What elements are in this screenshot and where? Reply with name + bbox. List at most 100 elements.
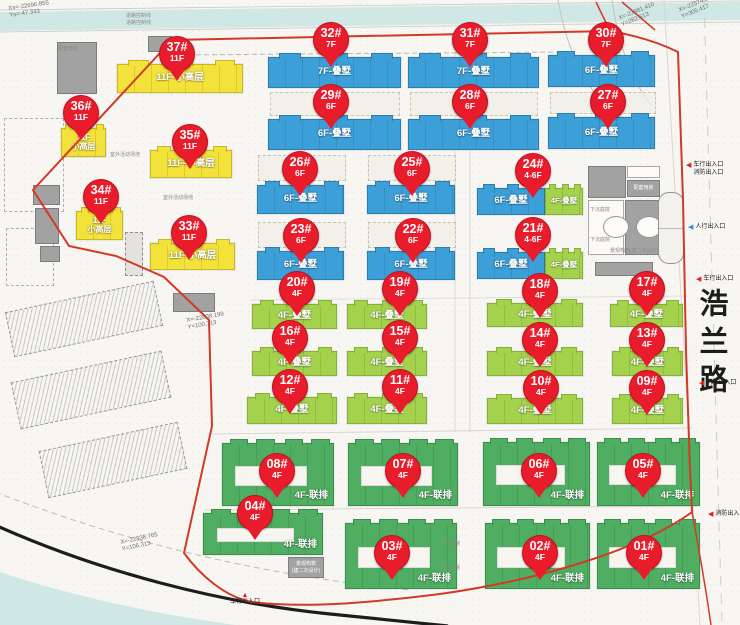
building-pin-29[interactable]: 29# 6F <box>313 84 349 120</box>
pin-floors: 4F <box>395 288 405 299</box>
building-pin-18[interactable]: 18# 4F <box>522 273 558 309</box>
building-pin-33[interactable]: 33# 11F <box>171 215 207 251</box>
pin-number: 18# <box>529 277 551 291</box>
utility-building <box>40 246 60 262</box>
entrance-text: 消防出入口 <box>715 511 740 517</box>
building-pin-19[interactable]: 19# 4F <box>382 271 418 307</box>
pin-floors: 6F <box>603 101 613 112</box>
building-bump <box>542 438 561 444</box>
building-pin-14[interactable]: 14# 4F <box>522 322 558 358</box>
building-bump <box>666 347 680 353</box>
building-pin-36[interactable]: 36# 11F <box>63 95 99 131</box>
lane-line <box>703 0 723 625</box>
building-pin-02[interactable]: 02# 4F <box>522 535 558 571</box>
building-pin-26[interactable]: 26# 6F <box>282 151 318 187</box>
building-bump <box>259 300 275 306</box>
pin-number: 34# <box>90 183 112 197</box>
building-pin-15[interactable]: 15# 4F <box>382 320 418 356</box>
map-annotation: 下沉庭院 <box>590 237 611 243</box>
building-pin-09[interactable]: 09# 4F <box>629 370 665 406</box>
building-pin-13[interactable]: 13# 4F <box>629 322 665 358</box>
pin-number: 01# <box>633 539 655 553</box>
pin-floors: 4F <box>534 470 544 481</box>
building-bump <box>557 51 576 57</box>
building-pin-10[interactable]: 10# 4F <box>523 370 559 406</box>
entrance-text: 车行出入口 <box>230 599 261 605</box>
building-bump <box>507 248 519 254</box>
building-pin-24[interactable]: 24# 4-6F <box>515 153 551 189</box>
facility-grey: 景观构筑 (建二次设计) <box>288 557 324 578</box>
building-bump <box>211 509 231 515</box>
building-pin-07[interactable]: 07# 4F <box>385 453 421 489</box>
building-bump <box>618 347 631 353</box>
building-24b[interactable]: 4F-叠墅 <box>545 184 583 215</box>
pin-floors: 11F <box>182 141 198 152</box>
building-bump <box>215 239 231 245</box>
building-bump <box>229 439 249 445</box>
building-pin-17[interactable]: 17# 4F <box>629 271 665 307</box>
building-11[interactable]: 4F-叠墅 <box>347 393 427 424</box>
pin-number: 21# <box>522 221 544 235</box>
pin-floors: 4F <box>285 337 295 348</box>
building-label: 4F-联排 <box>417 572 451 584</box>
building-bump <box>666 300 680 306</box>
pin-floors: 4F <box>638 470 648 481</box>
pin-number: 12# <box>279 373 301 387</box>
pin-number: 37# <box>166 40 188 54</box>
building-pin-11[interactable]: 11# 4F <box>382 369 418 405</box>
building-pin-30[interactable]: 30# 7F <box>588 22 624 58</box>
building-pin-06[interactable]: 06# 4F <box>521 453 557 489</box>
building-bump <box>355 439 374 445</box>
building-bump <box>354 393 368 399</box>
building-21b[interactable]: 4F-叠墅 <box>545 248 583 279</box>
building-bump <box>628 438 646 444</box>
pin-number: 08# <box>266 457 288 471</box>
building-pin-16[interactable]: 16# 4F <box>272 320 308 356</box>
entrance-label: ◀ 人行出入口 <box>688 224 725 232</box>
building-bump <box>407 519 427 525</box>
building-bump <box>509 53 531 59</box>
building-bump <box>157 239 173 245</box>
building-label: 6F-叠墅 <box>494 195 528 207</box>
building-pin-01[interactable]: 01# 4F <box>626 535 662 571</box>
building-pin-21[interactable]: 21# 4-6F <box>515 217 551 253</box>
pin-number: 33# <box>178 219 200 233</box>
arrow-left-icon: ◀ <box>686 162 692 169</box>
pin-number: 07# <box>392 457 414 471</box>
building-label: 4F-联排 <box>550 572 584 584</box>
building-pin-04[interactable]: 04# 4F <box>237 495 273 531</box>
pin-number: 05# <box>632 457 654 471</box>
building-pin-08[interactable]: 08# 4F <box>259 453 295 489</box>
building-pin-25[interactable]: 25# 6F <box>394 151 430 187</box>
entrance-text: 车行出入口 消防出入口 <box>693 162 724 176</box>
building-pin-32[interactable]: 32# 7F <box>313 22 349 58</box>
utility-building <box>173 293 215 312</box>
building-pin-12[interactable]: 12# 4F <box>272 369 308 405</box>
building-bump <box>279 115 302 121</box>
building-bump <box>371 53 393 59</box>
building-pin-34[interactable]: 34# 11F <box>83 179 119 215</box>
building-bump <box>616 300 630 306</box>
building-pin-37[interactable]: 37# 11F <box>159 36 195 72</box>
building-bump <box>678 519 696 525</box>
building-pin-28[interactable]: 28# 6F <box>452 84 488 120</box>
building-pin-03[interactable]: 03# 4F <box>374 535 410 571</box>
building-pin-31[interactable]: 31# 7F <box>452 22 488 58</box>
building-label: 4F-联排 <box>418 489 452 501</box>
building-pin-35[interactable]: 35# 11F <box>172 124 208 160</box>
map-annotation: 室外活动场地 <box>110 152 141 158</box>
building-bump <box>507 184 519 190</box>
entrance-label: ◀消防出入口 <box>708 511 740 519</box>
facility-white <box>627 166 660 178</box>
building-pin-05[interactable]: 05# 4F <box>625 453 661 489</box>
building-pin-20[interactable]: 20# 4F <box>279 271 315 307</box>
building-pin-23[interactable]: 23# 6F <box>283 218 319 254</box>
building-pin-22[interactable]: 22# 6F <box>395 218 431 254</box>
building-bump <box>509 115 531 121</box>
pin-floors: 4F <box>642 288 652 299</box>
building-pin-27[interactable]: 27# 6F <box>590 84 626 120</box>
pin-number: 24# <box>522 157 544 171</box>
building-bump <box>256 439 275 445</box>
pin-number: 31# <box>459 26 481 40</box>
pin-floors: 4F <box>395 386 405 397</box>
